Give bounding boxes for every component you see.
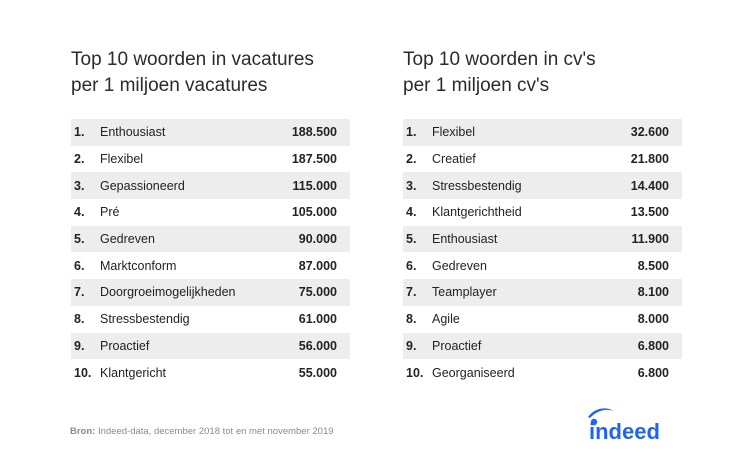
table-row: 4. Klantgerichtheid 13.500: [403, 199, 682, 226]
row-rank: 3.: [406, 178, 417, 193]
row-value: 13.500: [630, 205, 669, 220]
vacatures-table: 1. Enthousiast 188.500 2. Flexibel 187.500 3. G…: [71, 119, 350, 386]
row-word: Creatief: [432, 152, 476, 167]
row-value: 87.000: [298, 258, 337, 273]
indeed-logo-dot: [590, 418, 598, 426]
row-value: 55.000: [298, 365, 337, 380]
row-value: 14.400: [630, 178, 669, 193]
row-value: 105.000: [291, 205, 337, 220]
row-rank: 8.: [406, 312, 417, 327]
row-rank: 7.: [406, 285, 417, 300]
table-row: 6. Gedreven 8.500: [403, 252, 682, 279]
row-rank: 7.: [74, 285, 85, 300]
row-word: Gedreven: [100, 232, 155, 247]
row-word: Agile: [432, 312, 460, 327]
row-value: 8.500: [637, 258, 669, 273]
row-value: 6.800: [637, 365, 669, 380]
row-value: 61.000: [298, 312, 337, 327]
table-row: 1. Flexibel 32.600: [403, 119, 682, 146]
row-rank: 1.: [406, 125, 417, 140]
row-value: 90.000: [298, 232, 337, 247]
cvs-title-line2: per 1 miljoen cv's: [403, 75, 550, 96]
row-word: Enthousiast: [432, 232, 498, 247]
table-row: 3. Gepassioneerd 115.000: [71, 172, 350, 200]
table-row: 1. Enthousiast 188.500: [71, 119, 350, 146]
row-word: Klantgerichtheid: [432, 205, 522, 220]
cvs-panel: Top 10 woorden in cv's per 1 miljoen cv'…: [403, 47, 682, 380]
row-word: Enthousiast: [100, 125, 166, 140]
row-word: Georganiseerd: [432, 365, 515, 380]
row-value: 75.000: [298, 285, 337, 300]
row-value: 187.500: [291, 152, 337, 167]
source-text: Indeed-data, december 2018 tot en met no…: [97, 426, 334, 437]
row-rank: 10.: [74, 365, 92, 380]
row-rank: 9.: [406, 338, 417, 353]
row-value: 21.800: [630, 152, 669, 167]
row-word: Gedreven: [432, 258, 487, 273]
row-word: Teamplayer: [432, 285, 497, 300]
row-value: 32.600: [630, 125, 669, 140]
table-row: 8. Stressbestendig 61.000: [71, 306, 350, 333]
row-word: Pré: [100, 205, 120, 220]
row-rank: 1.: [74, 125, 85, 140]
row-rank: 2.: [406, 152, 417, 167]
row-rank: 6.: [74, 258, 85, 273]
table-row: 2. Creatief 21.800: [403, 146, 682, 173]
row-rank: 8.: [74, 312, 85, 327]
row-rank: 10.: [406, 365, 424, 380]
vacatures-title: Top 10 woorden in vacatures per 1 miljoe…: [71, 47, 350, 99]
row-word: Stressbestendig: [432, 178, 522, 193]
table-row: 2. Flexibel 187.500: [71, 146, 350, 173]
cvs-title-line1: Top 10 woorden in cv's: [403, 49, 596, 70]
row-rank: 4.: [406, 205, 417, 220]
indeed-logo: indeed: [588, 408, 660, 444]
vacatures-title-line2: per 1 miljoen vacatures: [71, 75, 268, 96]
row-word: Flexibel: [100, 152, 144, 167]
table-row: 9. Proactief 6.800: [403, 332, 682, 360]
row-word: Proactief: [432, 338, 482, 353]
row-value: 56.000: [298, 338, 337, 353]
table-row: 5. Enthousiast 11.900: [403, 225, 682, 253]
row-rank: 9.: [74, 338, 85, 353]
table-row: 6. Marktconform 87.000: [71, 252, 350, 279]
table-row: 5. Gedreven 90.000: [71, 225, 350, 253]
row-value: 115.000: [292, 178, 338, 193]
row-word: Doorgroeimogelijkheden: [100, 285, 236, 300]
table-row: 7. Doorgroeimogelijkheden 75.000: [71, 279, 350, 306]
table-row: 7. Teamplayer 8.100: [403, 279, 682, 306]
source-note: Bron: Indeed-data, december 2018 tot en …: [70, 426, 334, 437]
row-word: Flexibel: [432, 125, 476, 140]
row-rank: 5.: [406, 232, 417, 247]
row-rank: 2.: [74, 152, 85, 167]
table-row: 8. Agile 8.000: [403, 306, 682, 333]
row-value: 8.000: [637, 312, 669, 327]
table-row: 10. Georganiseerd 6.800: [403, 359, 682, 386]
table-row: 4. Pré 105.000: [71, 199, 350, 226]
row-rank: 6.: [406, 258, 417, 273]
indeed-logo-text: indeed: [589, 419, 660, 444]
row-value: 8.100: [637, 285, 669, 300]
source-label: Bron:: [70, 426, 96, 437]
table-row: 3. Stressbestendig 14.400: [403, 172, 682, 200]
row-word: Marktconform: [100, 258, 177, 273]
indeed-logo-swoosh: [588, 408, 614, 418]
row-value: 6.800: [637, 338, 669, 353]
cvs-title: Top 10 woorden in cv's per 1 miljoen cv'…: [403, 47, 682, 99]
row-rank: 4.: [74, 205, 85, 220]
row-rank: 5.: [74, 232, 85, 247]
cvs-table: 1. Flexibel 32.600 2. Creatief 21.800 3. Stress…: [403, 119, 682, 386]
row-value: 11.900: [631, 232, 669, 247]
row-value: 188.500: [291, 125, 337, 140]
row-word: Stressbestendig: [100, 312, 190, 327]
row-rank: 3.: [74, 178, 85, 193]
vacatures-title-line1: Top 10 woorden in vacatures: [71, 49, 314, 70]
table-row: 10. Klantgericht 55.000: [71, 359, 350, 386]
table-row: 9. Proactief 56.000: [71, 332, 350, 360]
row-word: Proactief: [100, 338, 150, 353]
row-word: Gepassioneerd: [100, 178, 185, 193]
row-word: Klantgericht: [100, 365, 167, 380]
vacatures-panel: Top 10 woorden in vacatures per 1 miljoe…: [71, 47, 350, 380]
